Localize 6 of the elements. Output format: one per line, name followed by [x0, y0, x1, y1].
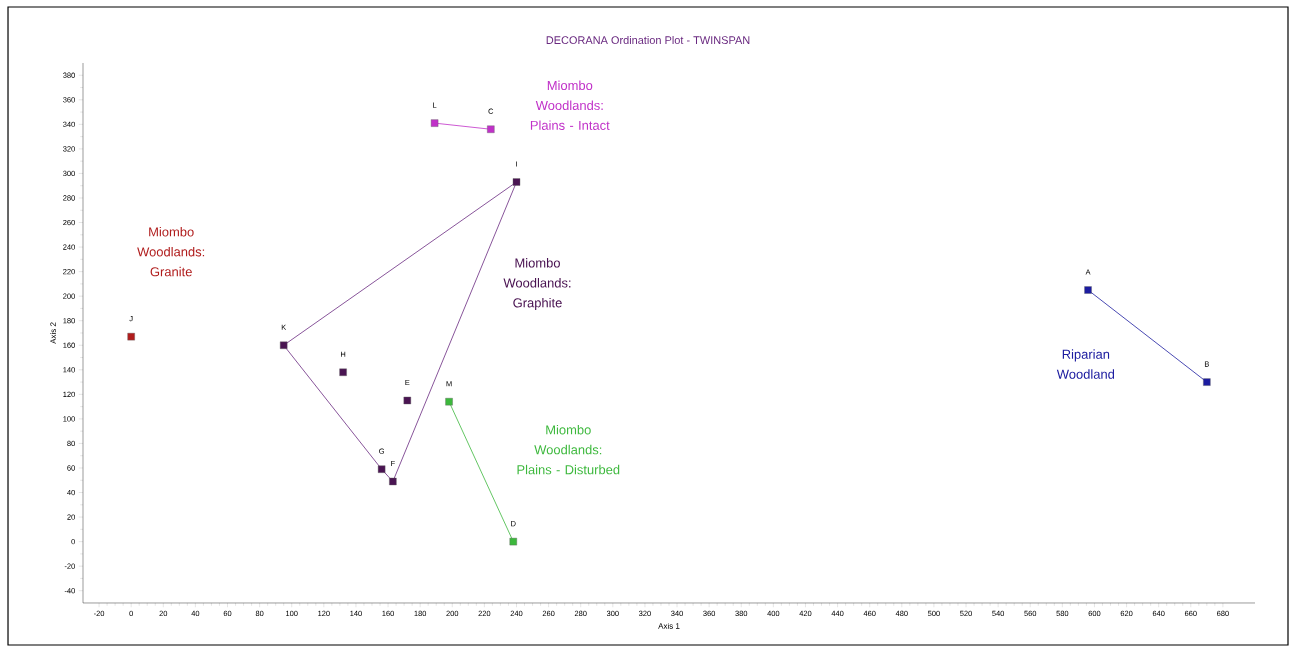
chart-title: DECORANA Ordination Plot - TWINSPAN — [546, 35, 750, 45]
text: Miombo Woodlands: Graphite — [503, 258, 571, 310]
text: Miombo Woodlands: Granite — [137, 226, 205, 277]
text: Miombo Woodlands: Plains - Intact — [530, 80, 610, 130]
text: Miombo Woodlands: Plains - Disturbed — [517, 424, 620, 475]
text: Riparian Woodland — [1056, 349, 1115, 379]
